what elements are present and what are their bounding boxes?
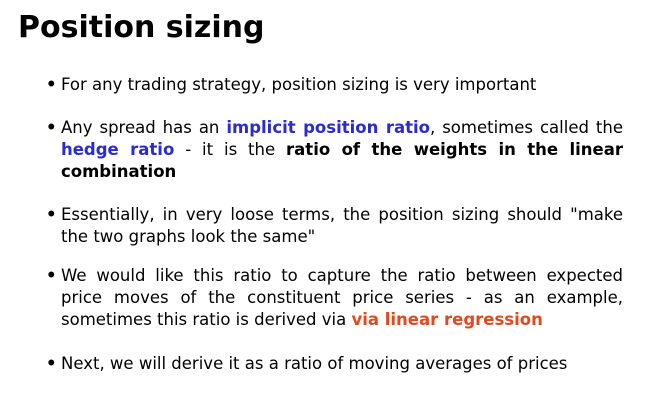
bullet-item-loose-terms: • Essentially, in very loose terms, the … (46, 204, 626, 248)
bullet-marker: • (46, 354, 57, 373)
bullet-text-part: , sometimes called the (430, 118, 624, 137)
bullet-text-part: Any spread has an (61, 118, 227, 137)
bullet-marker: • (46, 266, 57, 285)
bullet-item-position-sizing: • For any trading strategy, position siz… (46, 74, 626, 96)
highlight-ratio-of-weights: ratio of the weights in the linear combi… (61, 140, 623, 181)
bullet-text-part: Next, we will derive it as a ratio of mo… (61, 354, 568, 373)
bullet-text: Next, we will derive it as a ratio of mo… (61, 353, 623, 375)
bullet-text-part: - it is the (174, 140, 287, 159)
bullet-text: For any trading strategy, position sizin… (61, 74, 623, 96)
bullet-item-moving-averages: • Next, we will derive it as a ratio of … (46, 353, 626, 375)
bullet-text-part: Essentially, in very loose terms, the po… (61, 205, 623, 246)
highlight-hedge-ratio: hedge ratio (61, 140, 175, 159)
bullet-marker: • (46, 75, 57, 94)
highlight-linear-regression: via linear regression (351, 310, 543, 329)
highlight-implicit-position-ratio: implicit position ratio (226, 118, 430, 137)
bullet-text: We would like this ratio to capture the … (61, 265, 623, 331)
bullet-item-capture-ratio: • We would like this ratio to capture th… (46, 265, 626, 331)
bullet-text-part: For any trading strategy, position sizin… (61, 75, 537, 94)
bullet-text: Essentially, in very loose terms, the po… (61, 204, 623, 248)
slide-title: Position sizing (18, 10, 265, 45)
bullet-text: Any spread has an implicit position rati… (61, 117, 623, 183)
bullet-marker: • (46, 118, 57, 137)
bullet-item-implicit-position-ratio: • Any spread has an implicit position ra… (46, 117, 626, 183)
bullet-text-part: We would like this ratio to capture the … (61, 266, 623, 329)
bullet-marker: • (46, 205, 57, 224)
